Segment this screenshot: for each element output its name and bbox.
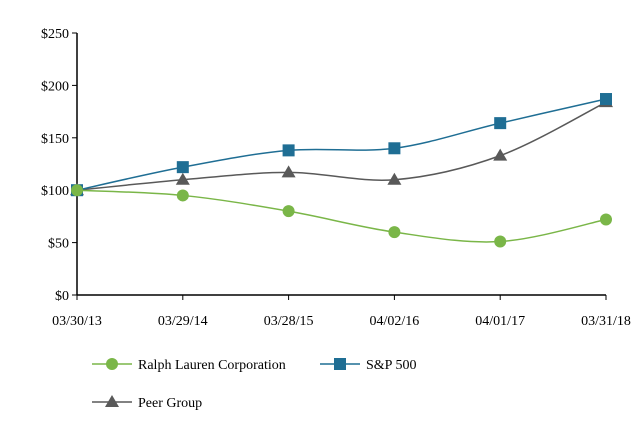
y-tick-label: $200 xyxy=(41,79,69,94)
peer-group-point xyxy=(175,172,190,185)
ralph-lauren-corporation-point xyxy=(494,235,507,248)
x-tick-label: 03/29/14 xyxy=(158,314,208,329)
x-tick-label: 03/30/13 xyxy=(52,314,102,329)
s-p-500-line xyxy=(76,98,607,191)
ralph-lauren-corporation-point xyxy=(388,226,401,239)
ralph-lauren-corporation-line xyxy=(76,189,607,243)
legend-label-s-p-500: S&P 500 xyxy=(366,358,416,373)
legend-label-ralph-lauren-corporation: Ralph Lauren Corporation xyxy=(138,358,286,373)
s-p-500-point xyxy=(600,93,612,106)
legend-label-peer-group: Peer Group xyxy=(138,396,202,411)
x-tick-label: 04/02/16 xyxy=(370,314,420,329)
y-tick-label: $50 xyxy=(48,237,69,252)
legend-marker-peer-group xyxy=(105,395,119,407)
y-tick-label: $100 xyxy=(41,184,69,199)
legend-marker-s-p-500 xyxy=(334,358,346,370)
s-p-500-point xyxy=(494,117,507,130)
peer-group-line xyxy=(76,101,607,191)
x-tick-label: 03/31/18 xyxy=(581,314,631,329)
x-tick-label: 04/01/17 xyxy=(475,314,525,329)
ralph-lauren-corporation-point xyxy=(600,213,612,226)
ralph-lauren-corporation-point xyxy=(282,205,295,218)
s-p-500-point xyxy=(176,161,189,174)
y-tick-label: $250 xyxy=(41,27,69,42)
y-tick-label: $0 xyxy=(55,289,69,304)
x-tick-label: 03/28/15 xyxy=(264,314,314,329)
s-p-500-point xyxy=(388,142,401,155)
y-tick-label: $150 xyxy=(41,132,69,147)
peer-group-point xyxy=(281,165,296,178)
legend-marker-ralph-lauren-corporation xyxy=(106,358,118,370)
s-p-500-point xyxy=(282,144,295,157)
ralph-lauren-corporation-point xyxy=(71,184,83,197)
ralph-lauren-corporation-point xyxy=(176,189,189,202)
peer-group-point xyxy=(387,172,402,185)
peer-group-point xyxy=(493,148,508,161)
